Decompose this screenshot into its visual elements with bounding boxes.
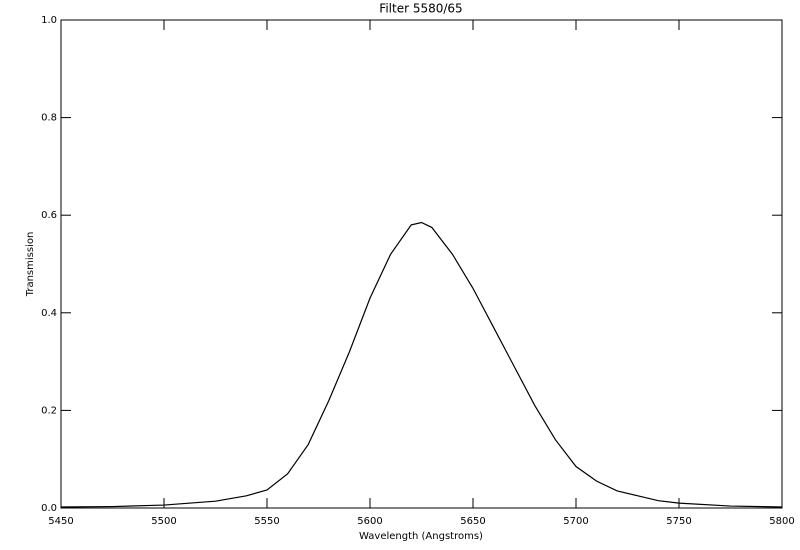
x-tick-label: 5500 — [151, 516, 176, 527]
y-tick-label: 1.0 — [41, 15, 57, 26]
y-tick-label: 0.2 — [41, 405, 57, 416]
x-tick-label: 5700 — [563, 516, 588, 527]
y-tick-label: 0.4 — [41, 308, 57, 319]
x-axis-label: Wavelength (Angstroms) — [359, 531, 483, 542]
y-tick-label: 0.0 — [41, 503, 57, 514]
chart-title: Filter 5580/65 — [379, 2, 462, 16]
x-tick-label: 5550 — [254, 516, 279, 527]
x-tick-label: 5450 — [48, 516, 73, 527]
data-line — [60, 221, 783, 508]
x-tick-label: 5650 — [460, 516, 485, 527]
x-tick-label: 5600 — [357, 516, 382, 527]
plot-frame — [60, 19, 783, 509]
y-tick-label: 0.6 — [41, 210, 57, 221]
x-tick-label: 5800 — [769, 516, 794, 527]
x-tick-label: 5750 — [666, 516, 691, 527]
y-tick-label: 0.8 — [41, 113, 57, 124]
y-axis-label: Transmission — [25, 232, 36, 298]
